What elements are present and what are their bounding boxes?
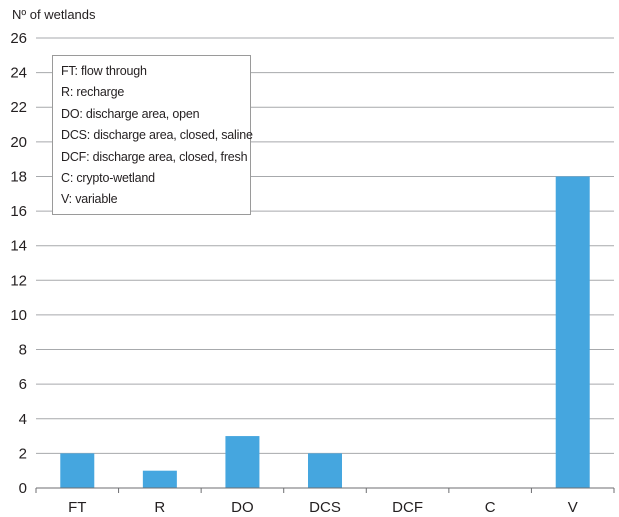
bar-v xyxy=(555,176,590,488)
y-tick-label: 4 xyxy=(19,411,27,428)
y-tick-label: 20 xyxy=(10,134,27,151)
legend: FT: flow through R: recharge DO: dischar… xyxy=(52,55,253,215)
x-tick-label: DCS xyxy=(309,499,341,516)
bar-dcs xyxy=(308,453,342,488)
y-tick-label: 16 xyxy=(10,203,27,220)
legend-item: DCS: discharge area, closed, saline xyxy=(61,128,253,143)
legend-item: DO: discharge area, open xyxy=(61,106,200,121)
y-tick-label: 22 xyxy=(10,99,27,116)
legend-item: FT: flow through xyxy=(61,64,147,78)
y-tick-label: 18 xyxy=(10,168,27,185)
x-tick-label: DCF xyxy=(392,499,423,516)
y-tick-label: 8 xyxy=(19,342,27,359)
y-tick-label: 0 xyxy=(19,480,27,497)
x-tick-label: DO xyxy=(231,499,254,516)
y-tick-label: 2 xyxy=(19,445,27,462)
bar-do xyxy=(225,436,260,488)
legend-item: R: recharge xyxy=(61,85,125,100)
y-tick-label: 12 xyxy=(10,272,27,289)
x-tick-label: FT xyxy=(68,499,86,516)
legend-item: V: variable xyxy=(61,192,118,207)
legend-item: C: crypto-wetland xyxy=(61,171,155,186)
x-tick-label: V xyxy=(568,499,578,516)
x-tick-label: C xyxy=(485,499,496,516)
bar-r xyxy=(142,470,177,488)
bar-ft xyxy=(60,453,95,488)
bars xyxy=(60,176,590,488)
axes xyxy=(35,487,615,493)
y-tick-label: 24 xyxy=(10,65,27,82)
y-tick-label: 26 xyxy=(10,30,27,47)
y-tick-label: 6 xyxy=(19,376,27,393)
y-tick-label: 10 xyxy=(10,307,27,324)
y-axis-title: Nº of wetlands xyxy=(12,7,96,22)
x-tick-label: R xyxy=(154,499,165,516)
legend-item: DCF: discharge area, closed, fresh xyxy=(61,149,248,164)
y-tick-label: 14 xyxy=(10,238,27,255)
